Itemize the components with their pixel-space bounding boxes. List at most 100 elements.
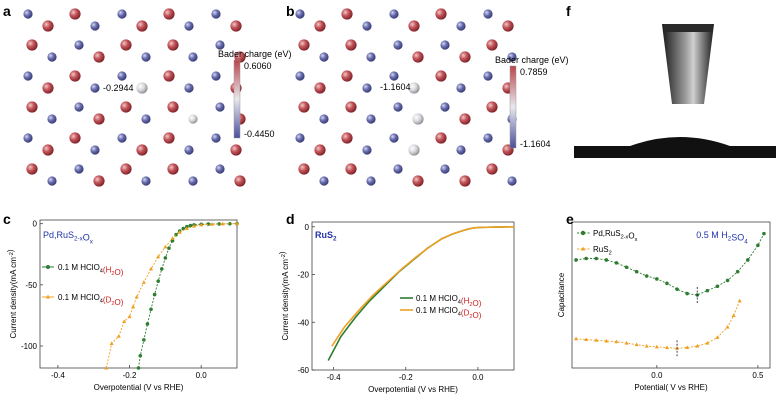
- atom-s-sphere: [74, 164, 84, 174]
- atom-s-sphere: [74, 40, 84, 50]
- atom-s-sphere: [47, 52, 57, 62]
- colorbar-a-min: -0.4450: [244, 129, 275, 139]
- atom-ru-sphere: [298, 39, 310, 51]
- legend-marker: [581, 246, 585, 251]
- data-point: [109, 341, 114, 346]
- atom-ru-sphere: [435, 70, 447, 82]
- data-point: [235, 221, 239, 226]
- atom-s-sphere: [23, 133, 33, 143]
- legend-marker: [46, 265, 50, 269]
- atom-s-sphere: [483, 9, 493, 19]
- colorbar-b-max: 0.7859: [520, 67, 548, 77]
- legend-entry-0: Pd,RuS2-xOx: [593, 229, 638, 243]
- atom-s-sphere: [393, 40, 403, 50]
- water-droplet: [574, 137, 776, 158]
- atom-ru-sphere: [69, 8, 81, 20]
- atom-s-sphere: [389, 133, 399, 143]
- y-tick-label: 0: [305, 223, 310, 232]
- atom-s-sphere: [319, 176, 329, 186]
- atom-ru-sphere: [26, 163, 38, 175]
- atom-s-sphere: [215, 40, 225, 50]
- data-point: [731, 313, 736, 317]
- atom-ru-sphere: [486, 163, 498, 175]
- atom-ru-sphere: [314, 82, 326, 94]
- atom-ru-sphere: [345, 101, 357, 113]
- legend-entry-0: 0.1 M HClO4(H2O): [416, 294, 482, 308]
- data-point: [131, 304, 136, 309]
- y-tick-label: -50: [25, 281, 37, 290]
- atom-s-sphere: [141, 176, 151, 186]
- series-line-0: [138, 223, 238, 369]
- data-point: [762, 231, 766, 236]
- data-point: [142, 338, 146, 342]
- atom-ru-sphere: [42, 20, 54, 32]
- data-point: [644, 274, 649, 278]
- series-line-1: [331, 225, 515, 347]
- data-point: [634, 342, 639, 347]
- chart-d-inset-label: RuS2: [315, 230, 337, 243]
- atom-ru-sphere: [314, 144, 326, 156]
- atom-s-sphere: [215, 102, 225, 112]
- data-point: [220, 221, 225, 226]
- atom-ru-sphere: [167, 101, 179, 113]
- panel-letter-e: e: [566, 211, 574, 227]
- data-point: [104, 365, 109, 370]
- data-point: [122, 319, 127, 324]
- atom-ru-sphere: [435, 132, 447, 144]
- atom-s-sphere: [319, 52, 329, 62]
- atom-s-sphere: [117, 133, 127, 143]
- atom-ru-sphere: [93, 113, 105, 125]
- data-point: [170, 238, 175, 243]
- data-point: [756, 243, 760, 248]
- data-point: [725, 324, 730, 329]
- data-point: [199, 222, 204, 227]
- atom-s-sphere: [295, 133, 305, 143]
- chart-c-inset-label: Pd,RuS2-xOx: [43, 230, 94, 245]
- data-point: [705, 340, 710, 345]
- atom-s-sphere: [393, 164, 403, 174]
- atom-ru-sphere: [120, 101, 132, 113]
- data-point: [163, 244, 168, 249]
- chart-c: -0.4 -0.2 0.0 -100 -50 0 Overpotential (V vs R…: [3, 211, 239, 392]
- atom-ru-sphere: [408, 20, 420, 32]
- legend-marker: [580, 230, 586, 236]
- data-point: [134, 294, 139, 299]
- y-tick-label: -60: [297, 366, 309, 375]
- x-tick-label: 0.0: [651, 371, 663, 380]
- data-point: [127, 314, 132, 319]
- atom-ru-sphere: [136, 20, 148, 32]
- legend-entry-1: 0.1 M HClO4(D2O): [416, 306, 482, 320]
- data-point: [624, 340, 629, 345]
- atom-ru-sphere: [314, 20, 326, 32]
- atom-ru-sphere: [502, 20, 514, 32]
- atom-ru-sphere: [136, 144, 148, 156]
- x-tick-label: -0.2: [123, 371, 137, 380]
- data-point: [188, 223, 193, 228]
- atom-ru-sphere: [486, 39, 498, 51]
- atom-s-sphere: [389, 9, 399, 19]
- atom-s-sphere: [507, 52, 517, 62]
- data-point: [136, 366, 141, 370]
- atom-ru-sphere: [93, 175, 105, 187]
- x-axis-label: Potential( V vs RHE): [634, 383, 708, 392]
- x-tick-label: -0.2: [399, 373, 413, 382]
- data-point: [145, 322, 150, 326]
- colorbar-b-min: -1.1604: [520, 139, 551, 149]
- atom-s-sphere: [47, 176, 57, 186]
- x-tick-label: 0.0: [472, 373, 484, 382]
- data-point: [665, 281, 669, 286]
- panel-letter-a: a: [3, 3, 11, 19]
- data-point: [604, 258, 609, 262]
- colorbar-a-bar: [233, 59, 241, 139]
- atom-ru-sphere: [42, 144, 54, 156]
- data-point: [170, 236, 175, 240]
- atom-ru-sphere: [412, 51, 424, 63]
- y-tick-label: 0: [33, 220, 38, 229]
- atom-s-sphere: [393, 102, 403, 112]
- data-point: [715, 284, 720, 289]
- series-line-1: [576, 300, 741, 349]
- atom-s-sphere: [211, 9, 221, 19]
- panel-b-annotation: -1.1604: [380, 82, 411, 92]
- panel-a-atoms: [23, 8, 246, 187]
- atom-ru-sphere: [486, 101, 498, 113]
